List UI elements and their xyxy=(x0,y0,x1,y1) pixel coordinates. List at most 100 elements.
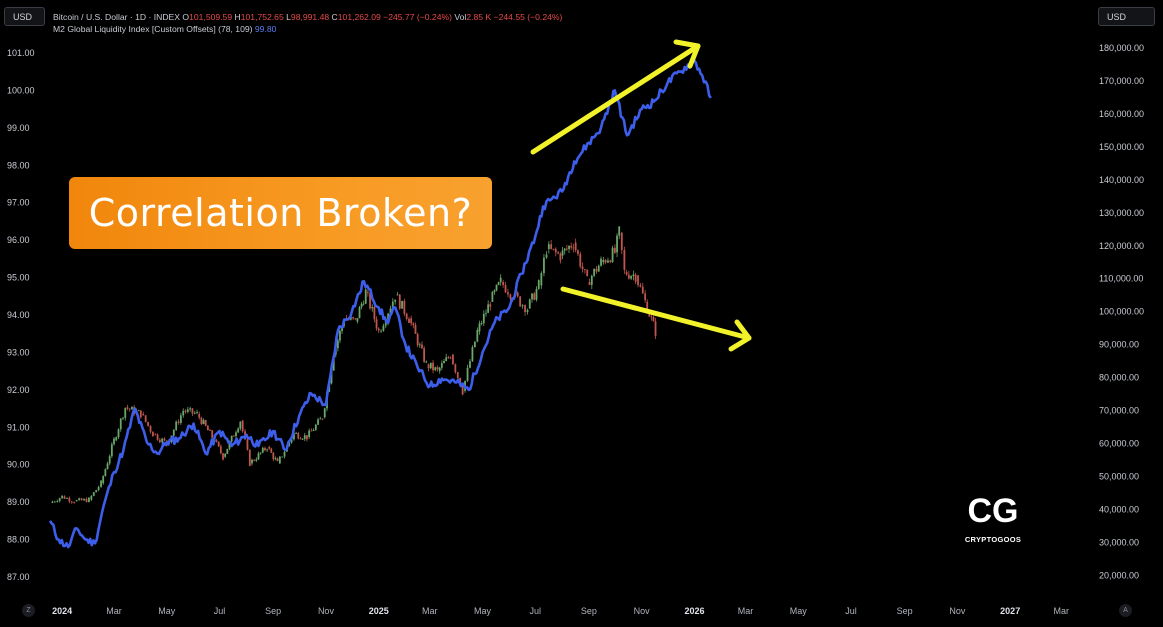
candle-body xyxy=(317,419,319,425)
candle-body xyxy=(278,456,281,464)
candle-body xyxy=(117,429,120,438)
candle-body xyxy=(641,286,644,294)
candle-body xyxy=(611,247,614,263)
candle-body xyxy=(206,425,209,431)
candle-body xyxy=(358,307,361,319)
candle-body xyxy=(425,361,428,363)
candle-body xyxy=(373,307,376,320)
right-currency-button[interactable]: USD xyxy=(1098,7,1155,26)
candle-body xyxy=(364,289,367,304)
candle-body xyxy=(149,425,152,432)
candle-body xyxy=(516,292,519,297)
candle-body xyxy=(299,438,302,440)
candle-body xyxy=(570,245,573,248)
candle-body xyxy=(545,254,548,258)
auto-scale-button[interactable]: A xyxy=(1119,604,1132,617)
candle-body xyxy=(97,486,100,491)
candle-body xyxy=(480,323,483,325)
candle-body xyxy=(412,323,415,325)
candle-body xyxy=(264,447,266,451)
callout-text: Correlation Broken? xyxy=(88,191,473,235)
candle-body xyxy=(163,438,166,441)
candle-body xyxy=(319,418,322,420)
candle-body xyxy=(128,408,131,410)
candle-body xyxy=(537,280,540,289)
left-currency-button[interactable]: USD xyxy=(4,7,45,26)
right-tick-label: 70,000.00 xyxy=(1099,406,1139,416)
candle-body xyxy=(259,452,262,454)
candle-body xyxy=(620,232,623,250)
left-tick-label: 99.00 xyxy=(7,123,30,133)
time-tick-label: Jul xyxy=(530,606,542,616)
logo-mark: CG xyxy=(968,492,1019,528)
candle-body xyxy=(630,276,633,279)
candle-body xyxy=(122,417,124,419)
candle-body xyxy=(408,318,410,323)
candle-body xyxy=(593,268,596,276)
candle-body xyxy=(161,438,164,443)
candle-body xyxy=(226,448,229,454)
candle-body xyxy=(83,498,85,501)
time-tick-label: May xyxy=(790,606,808,616)
candle-body xyxy=(367,291,369,293)
zoom-button[interactable]: Z xyxy=(22,604,35,617)
candle-body xyxy=(485,312,487,314)
candle-body xyxy=(102,476,105,484)
candle-body xyxy=(177,421,180,423)
candle-body xyxy=(272,452,275,460)
left-tick-label: 100.00 xyxy=(7,85,35,95)
candle-body xyxy=(597,265,600,272)
time-tick-label: Nov xyxy=(634,606,651,616)
candle-body xyxy=(654,321,657,336)
candle-body xyxy=(156,434,159,440)
candle-body xyxy=(113,438,115,445)
candle-body xyxy=(535,288,538,300)
candle-body xyxy=(394,299,397,302)
symbol-legend[interactable]: Bitcoin / U.S. Dollar · 1D · INDEX O101,… xyxy=(53,12,562,22)
time-tick-label: 2027 xyxy=(1000,606,1020,616)
candle-body xyxy=(142,413,145,416)
volume-value: 2.85 K xyxy=(466,12,492,22)
indicator-legend[interactable]: M2 Global Liquidity Index [Custom Offset… xyxy=(53,24,276,34)
indicator-name: M2 Global Liquidity Index [Custom Offset… xyxy=(53,24,253,34)
time-tick-label: Nov xyxy=(949,606,966,616)
candle-body xyxy=(586,269,589,277)
right-tick-label: 60,000.00 xyxy=(1099,439,1139,449)
auto-scale-label: A xyxy=(1123,607,1128,614)
candle-body xyxy=(416,333,419,346)
candle-body xyxy=(92,492,95,496)
candle-body xyxy=(524,305,526,313)
candle-body xyxy=(61,495,64,499)
candle-body xyxy=(321,418,324,420)
right-tick-label: 50,000.00 xyxy=(1099,472,1139,482)
arrow-up-annotation xyxy=(530,39,701,155)
candle-body xyxy=(449,357,452,359)
candle-body xyxy=(469,361,471,368)
right-tick-label: 40,000.00 xyxy=(1099,505,1139,515)
candle-body xyxy=(73,502,76,503)
time-tick-label: May xyxy=(158,606,176,616)
left-tick-label: 91.00 xyxy=(7,422,30,432)
candle-body xyxy=(204,420,207,426)
left-axis: 87.00 88.00 89.00 90.00 91.00 92.00 93.00 94.00… xyxy=(7,48,35,582)
candle-body xyxy=(519,296,522,307)
candle-body xyxy=(418,344,421,346)
candle-body xyxy=(137,410,140,412)
left-tick-label: 87.00 xyxy=(7,572,30,582)
left-tick-label: 95.00 xyxy=(7,273,30,283)
candle-body xyxy=(144,415,147,422)
right-tick-label: 170,000.00 xyxy=(1099,76,1144,86)
candle-body xyxy=(268,446,271,449)
candle-body xyxy=(632,274,635,277)
correlation-callout: Correlation Broken? xyxy=(69,177,492,249)
candle-body xyxy=(182,410,185,416)
candle-body xyxy=(179,415,182,423)
candle-body xyxy=(189,408,192,410)
candle-body xyxy=(339,330,341,341)
candle-body xyxy=(336,340,339,349)
candle-body xyxy=(193,412,196,414)
candle-body xyxy=(489,304,492,307)
left-tick-label: 98.00 xyxy=(7,160,30,170)
right-tick-label: 100,000.00 xyxy=(1099,307,1144,317)
